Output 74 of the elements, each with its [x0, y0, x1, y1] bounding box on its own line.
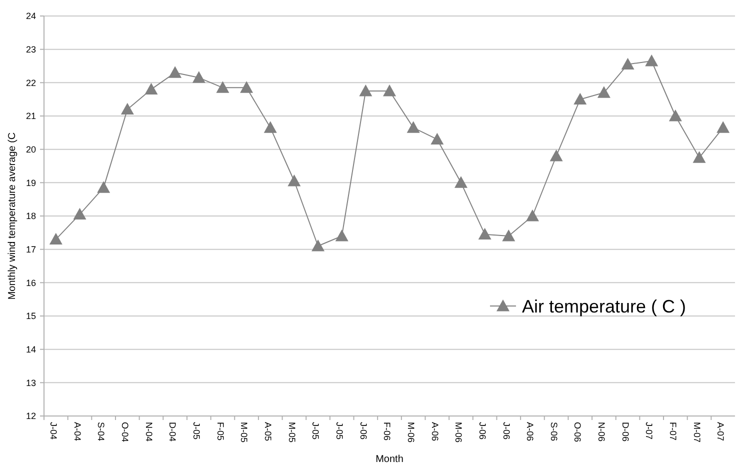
point — [454, 176, 468, 188]
x-tick-label: J-05 — [334, 422, 344, 440]
point — [550, 150, 563, 162]
x-axis-title: Month — [376, 454, 404, 465]
point — [288, 174, 301, 186]
point — [97, 181, 110, 193]
y-tick-label: 24 — [26, 11, 36, 22]
x-tick-label: M-06 — [406, 422, 416, 443]
point — [478, 228, 492, 240]
x-tick-label: J-07 — [644, 422, 654, 440]
x-tick-label: F-06 — [382, 422, 392, 441]
y-tick-label: 12 — [26, 411, 36, 422]
x-tick-label: N-06 — [596, 422, 607, 442]
x-tick-label: M-06 — [454, 422, 464, 443]
point — [574, 92, 587, 105]
x-tick-label: A-05 — [262, 422, 273, 442]
x-tick-label: D-04 — [168, 422, 178, 442]
x-tick-label: N-04 — [144, 422, 154, 442]
point — [716, 121, 730, 133]
y-tick-label: 21 — [26, 111, 36, 122]
point — [383, 84, 396, 96]
x-tick-label: A-06 — [525, 422, 536, 442]
y-tick-label: 20 — [26, 144, 36, 154]
y-tick-label: 19 — [26, 178, 36, 188]
x-tick-label: O-06 — [572, 422, 583, 442]
legend-label: Air temperature ( C ) — [522, 296, 686, 316]
point — [49, 232, 62, 245]
y-tick-label: 14 — [26, 344, 36, 354]
point — [312, 240, 325, 252]
y-tick-label: 17 — [26, 244, 36, 254]
point — [692, 151, 706, 163]
point — [359, 84, 372, 96]
point — [668, 110, 682, 122]
point — [430, 132, 444, 145]
x-tick-label: S-04 — [96, 422, 106, 442]
x-tick-label: F-07 — [668, 422, 678, 441]
point — [597, 86, 610, 98]
x-tick-label: J-06 — [501, 422, 512, 440]
y-tick-label: 23 — [26, 44, 36, 54]
point — [502, 230, 516, 242]
point — [621, 58, 634, 70]
point — [406, 121, 420, 133]
x-tick-label: J-06 — [358, 422, 368, 440]
point — [192, 71, 206, 83]
point — [240, 81, 254, 93]
y-tick-label: 15 — [26, 311, 36, 322]
y-tick-label: 16 — [26, 278, 36, 288]
point — [645, 54, 658, 66]
x-tick-label: M-07 — [692, 422, 702, 443]
x-tick-label: J-05 — [310, 422, 321, 440]
point — [120, 102, 134, 115]
x-tick-label: M-05 — [239, 422, 250, 443]
point — [144, 82, 158, 95]
x-tick-label: O-04 — [120, 422, 130, 442]
x-tick-label: J-06 — [477, 422, 488, 440]
x-tick-label: F-05 — [215, 422, 226, 441]
y-axis-title: Monthly wind temperature average (C — [7, 132, 18, 300]
point — [216, 81, 230, 93]
x-tick-label: A-06 — [430, 422, 440, 442]
x-tick-label: J-05 — [192, 422, 202, 440]
point — [168, 66, 182, 78]
x-tick-label: A-04 — [72, 422, 82, 442]
x-tick-label: S-06 — [548, 422, 559, 442]
x-tick-label: D-06 — [620, 422, 630, 442]
y-tick-label: 22 — [26, 78, 36, 88]
y-tick-label: 13 — [26, 378, 36, 388]
point — [264, 121, 277, 133]
point — [526, 210, 539, 222]
x-tick-label: J-04 — [48, 422, 59, 440]
x-tick-label: M-05 — [286, 422, 297, 443]
x-tick-label: A-07 — [716, 422, 726, 442]
point — [73, 208, 86, 220]
point — [335, 230, 348, 242]
y-tick-label: 18 — [26, 211, 36, 222]
